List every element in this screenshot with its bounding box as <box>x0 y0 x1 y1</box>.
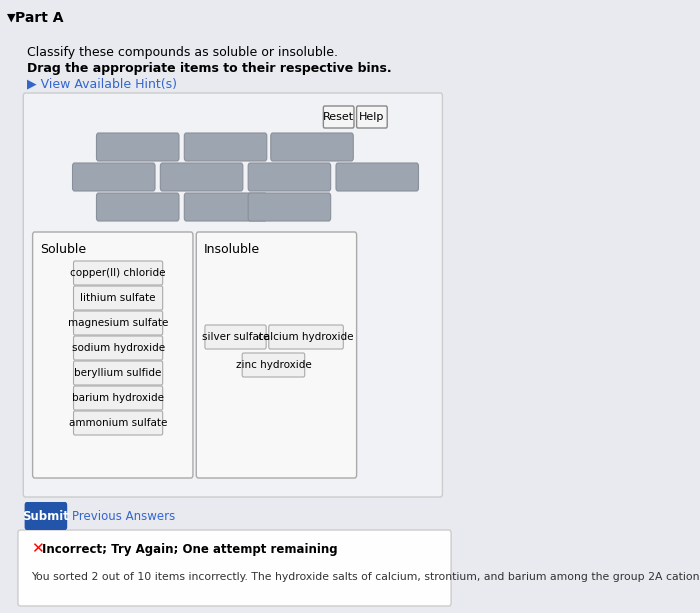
FancyBboxPatch shape <box>196 232 356 478</box>
Text: Soluble: Soluble <box>40 243 86 256</box>
FancyBboxPatch shape <box>248 193 330 221</box>
FancyBboxPatch shape <box>74 361 162 385</box>
Text: barium hydroxide: barium hydroxide <box>72 393 164 403</box>
FancyBboxPatch shape <box>74 311 162 335</box>
Text: copper(II) chloride: copper(II) chloride <box>70 268 166 278</box>
FancyBboxPatch shape <box>23 93 442 497</box>
FancyBboxPatch shape <box>356 106 387 128</box>
FancyBboxPatch shape <box>97 193 179 221</box>
Text: beryllium sulfide: beryllium sulfide <box>74 368 162 378</box>
Text: calcium hydroxide: calcium hydroxide <box>258 332 354 342</box>
FancyBboxPatch shape <box>184 193 267 221</box>
Text: Help: Help <box>359 112 384 122</box>
FancyBboxPatch shape <box>248 163 330 191</box>
Text: ▼: ▼ <box>7 13 15 23</box>
Text: magnesium sulfate: magnesium sulfate <box>68 318 168 328</box>
FancyBboxPatch shape <box>25 502 67 530</box>
FancyBboxPatch shape <box>74 411 162 435</box>
FancyBboxPatch shape <box>33 232 193 478</box>
Text: ammonium sulfate: ammonium sulfate <box>69 418 167 428</box>
FancyBboxPatch shape <box>74 286 162 310</box>
Text: You sorted 2 out of 10 items incorrectly. The hydroxide salts of calcium, stront: You sorted 2 out of 10 items incorrectly… <box>31 572 700 582</box>
FancyBboxPatch shape <box>74 386 162 410</box>
Text: zinc hydroxide: zinc hydroxide <box>236 360 312 370</box>
FancyBboxPatch shape <box>73 163 155 191</box>
Text: lithium sulfate: lithium sulfate <box>80 293 156 303</box>
Text: Previous Answers: Previous Answers <box>72 509 175 522</box>
Text: Classify these compounds as soluble or insoluble.: Classify these compounds as soluble or i… <box>27 45 337 58</box>
FancyBboxPatch shape <box>160 163 243 191</box>
Text: ▶ View Available Hint(s): ▶ View Available Hint(s) <box>27 77 176 91</box>
FancyBboxPatch shape <box>74 261 162 285</box>
Text: sodium hydroxide: sodium hydroxide <box>71 343 164 353</box>
Text: Submit: Submit <box>22 509 69 522</box>
Text: Part A: Part A <box>15 11 63 25</box>
FancyBboxPatch shape <box>184 133 267 161</box>
FancyBboxPatch shape <box>323 106 354 128</box>
FancyBboxPatch shape <box>242 353 304 377</box>
FancyBboxPatch shape <box>74 336 162 360</box>
Text: ✕: ✕ <box>31 541 43 557</box>
Text: Reset: Reset <box>323 112 354 122</box>
FancyBboxPatch shape <box>271 133 354 161</box>
FancyBboxPatch shape <box>269 325 343 349</box>
FancyBboxPatch shape <box>18 530 451 606</box>
FancyBboxPatch shape <box>336 163 419 191</box>
FancyBboxPatch shape <box>205 325 266 349</box>
FancyBboxPatch shape <box>97 133 179 161</box>
Text: Incorrect; Try Again; One attempt remaining: Incorrect; Try Again; One attempt remain… <box>42 543 337 555</box>
Text: Insoluble: Insoluble <box>204 243 260 256</box>
Text: silver sulfate: silver sulfate <box>202 332 270 342</box>
Text: Drag the appropriate items to their respective bins.: Drag the appropriate items to their resp… <box>27 61 391 75</box>
